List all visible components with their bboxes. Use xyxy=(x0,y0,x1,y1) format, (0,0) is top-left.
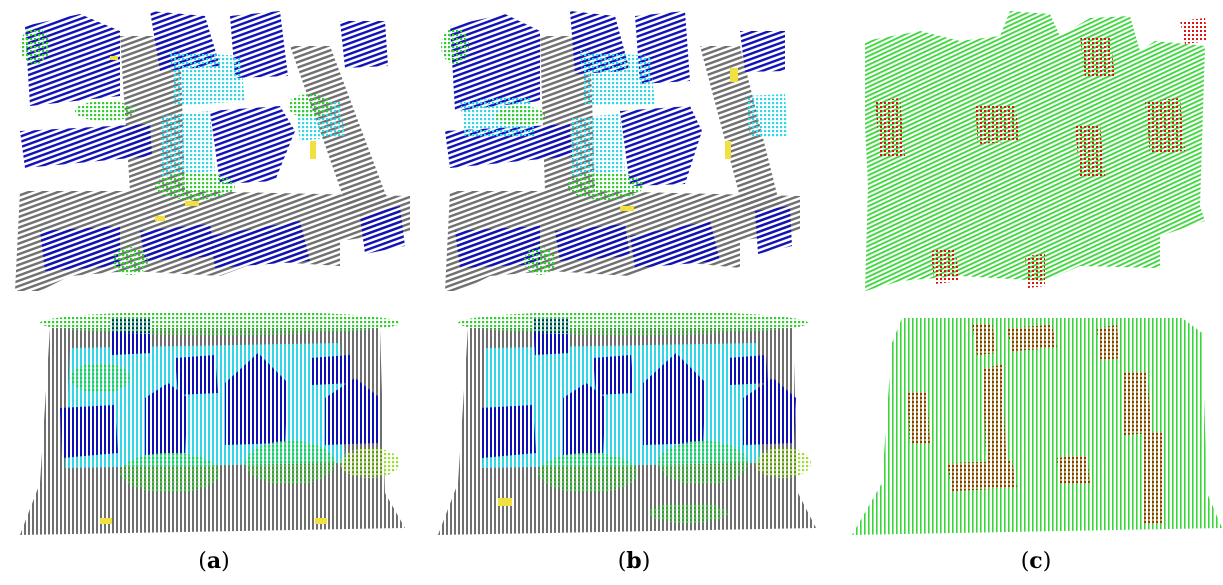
point-cloud-b-scene-1 xyxy=(440,6,800,296)
point-cloud-a-scene-1 xyxy=(10,6,410,296)
error-map-c-scene-2 xyxy=(852,313,1222,538)
subfigure-label-b: (b) xyxy=(617,548,651,574)
subfigure-label-c: (c) xyxy=(1020,548,1052,574)
subfigure-label-a: (a) xyxy=(198,548,230,574)
point-cloud-b-scene-2 xyxy=(438,313,816,538)
point-cloud-a-scene-2 xyxy=(20,313,405,538)
error-map-c-scene-1 xyxy=(860,6,1215,301)
